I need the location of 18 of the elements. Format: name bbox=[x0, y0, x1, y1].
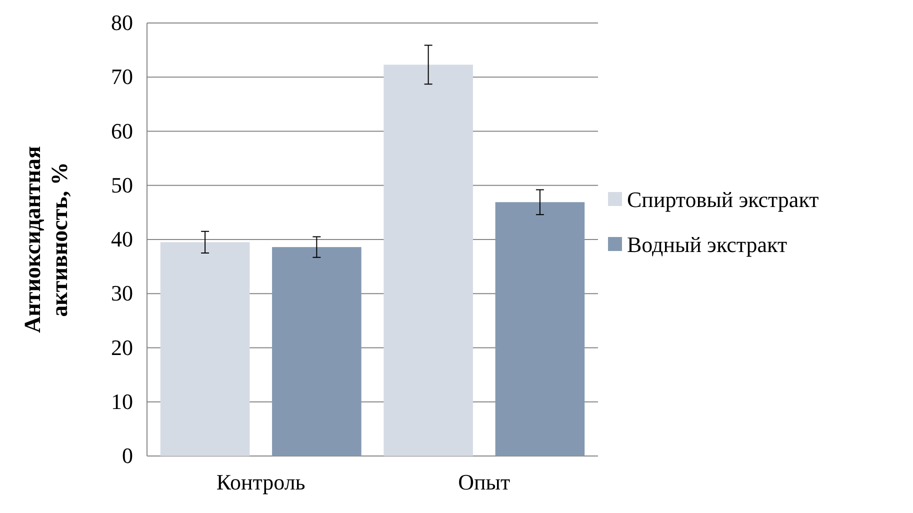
y-tick-label: 70 bbox=[111, 64, 133, 90]
y-tick-label: 50 bbox=[111, 172, 133, 198]
x-tick-label: Контроль bbox=[216, 470, 306, 495]
y-tick-label: 40 bbox=[111, 226, 133, 252]
y-tick-label: 60 bbox=[111, 118, 133, 144]
y-tick-label: 80 bbox=[111, 10, 133, 36]
x-tick-label: Опыт bbox=[458, 470, 511, 495]
y-axis-title: Антиоксидантная активность, % bbox=[20, 146, 72, 333]
legend-label: Водный экстракт bbox=[627, 232, 788, 257]
bar bbox=[384, 64, 473, 456]
bar bbox=[272, 247, 362, 456]
legend-label: Спиртовый экстракт bbox=[627, 187, 820, 212]
bar bbox=[160, 242, 250, 456]
bar bbox=[495, 202, 585, 456]
y-tick-label: 20 bbox=[111, 334, 133, 360]
y-tick-label: 10 bbox=[111, 388, 133, 414]
y-tick-label: 30 bbox=[111, 280, 133, 306]
y-tick-label: 0 bbox=[122, 443, 133, 468]
